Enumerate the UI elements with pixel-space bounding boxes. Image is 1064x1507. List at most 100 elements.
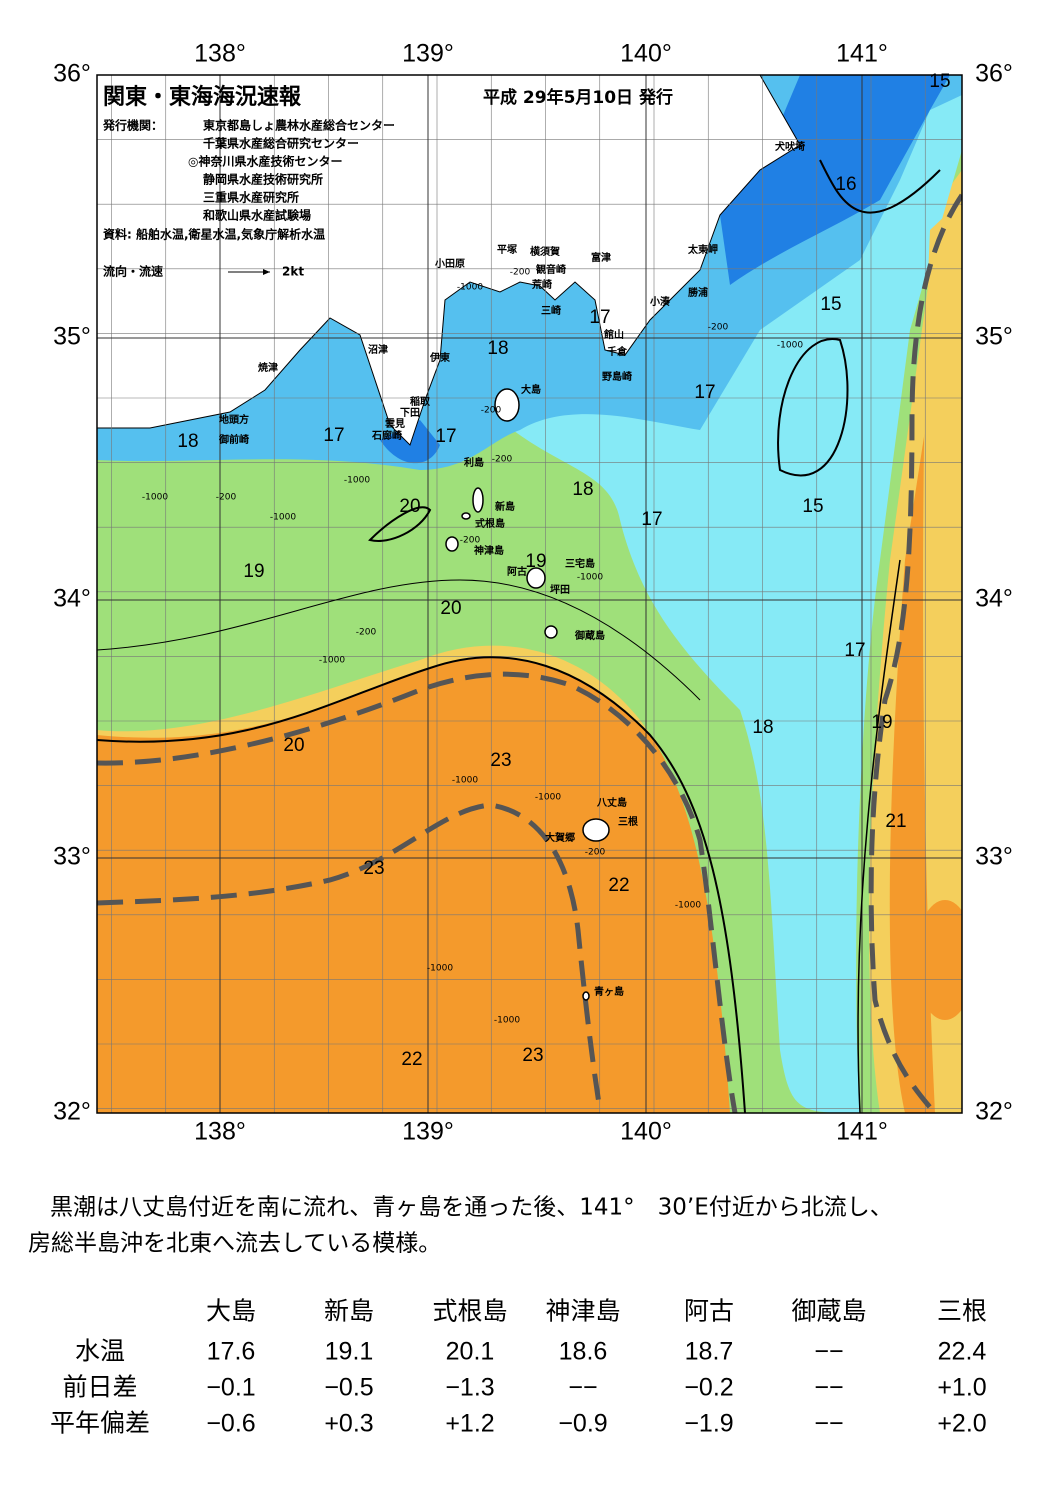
isotherm-label: 15: [802, 496, 823, 517]
longitude-label: 140°: [620, 1118, 672, 1146]
place-name: 千倉: [607, 345, 628, 358]
place-name: 式根島: [475, 517, 505, 530]
place-name: 勝浦: [688, 286, 708, 299]
place-name: 雲見: [385, 418, 405, 430]
place-name: 伊東: [429, 351, 450, 364]
isotherm-label: 15: [929, 71, 950, 92]
place-name: 神津島: [474, 544, 504, 557]
organization: 千葉県水産総合研究センター: [203, 136, 359, 151]
isotherm-label: 20: [399, 496, 420, 517]
isotherm-label: 17: [323, 425, 344, 446]
isotherm-label: 17: [844, 640, 865, 661]
longitude-label: 138°: [194, 40, 246, 68]
longitude-label: 138°: [194, 1118, 246, 1146]
place-name: 大賀郷: [545, 831, 575, 844]
longitude-label: 139°: [402, 1118, 454, 1146]
place-name: 三根: [618, 815, 638, 828]
organization: ◎神奈川県水産技術センター: [188, 154, 342, 169]
table-cell: +2.0: [937, 1410, 986, 1438]
legend-label: 流向・流速: [103, 264, 163, 279]
place-name: 太東岬: [687, 243, 718, 256]
column-header: 新島: [324, 1298, 374, 1326]
latitude-label: 36°: [975, 60, 1013, 88]
latitude-label: 33°: [975, 843, 1013, 871]
row-label: 水温: [75, 1338, 125, 1366]
depth-label: -1000: [319, 656, 345, 666]
table-cell: −1.3: [445, 1374, 494, 1402]
graticule: [97, 75, 962, 1113]
islands: [445, 388, 610, 1001]
isotherm-label: 17: [641, 509, 662, 530]
isotherm-label: 18: [572, 479, 593, 500]
map-frame: [96, 74, 963, 1114]
column-header: 御蔵島: [791, 1298, 866, 1326]
table-cell: −0.9: [558, 1410, 607, 1438]
latitude-label: 34°: [975, 585, 1013, 613]
place-name: 八丈島: [596, 796, 627, 809]
isotherm-label: 22: [608, 875, 629, 896]
latitude-label: 32°: [975, 1098, 1013, 1126]
table-cell: −0.2: [684, 1374, 733, 1402]
place-name: 館山: [603, 328, 624, 341]
organization: 三重県水産研究所: [203, 190, 299, 205]
depth-label: -200: [708, 323, 729, 333]
isotherm-label: 23: [490, 750, 511, 771]
table-cell: −−: [814, 1374, 843, 1402]
depth-label: -1000: [270, 513, 296, 523]
column-header: 阿古: [684, 1298, 734, 1326]
longitude-label: 140°: [620, 40, 672, 68]
latitude-label: 35°: [975, 323, 1013, 351]
table-cell: +1.0: [937, 1374, 986, 1402]
latitude-label: 34°: [53, 585, 91, 613]
place-name: 横須賀: [530, 245, 560, 258]
place-name: 沼津: [368, 343, 388, 356]
summary-line: 房総半島沖を北東へ流去している模様。: [28, 1231, 441, 1257]
table-cell: 19.1: [325, 1338, 374, 1366]
latitude-label: 32°: [53, 1098, 91, 1126]
place-name: 三宅島: [565, 557, 595, 570]
depth-label: -200: [460, 536, 481, 546]
isotherm-label: 20: [440, 598, 461, 619]
table-cell: −1.9: [684, 1410, 733, 1438]
place-name: 稲取: [410, 395, 431, 408]
depth-label: -1000: [452, 776, 478, 786]
table-cell: −0.5: [324, 1374, 373, 1402]
place-name: 富津: [591, 251, 611, 264]
issue-date: 平成 29年5月10日 発行: [483, 87, 673, 108]
place-name: 観音崎: [536, 263, 566, 276]
organization: 和歌山県水産試験場: [202, 208, 311, 223]
isotherm-label: 19: [871, 712, 892, 733]
place-name: 石廊崎: [371, 429, 402, 442]
table-cell: 20.1: [446, 1338, 495, 1366]
isotherm-label: 15: [820, 294, 841, 315]
place-name: 地頭方: [219, 413, 249, 426]
depth-label: -200: [216, 493, 237, 503]
place-name: 坪田: [550, 583, 570, 596]
kuroshio-axis: [97, 193, 962, 1113]
isotherms: [97, 159, 941, 1113]
table-cell: 17.6: [207, 1338, 256, 1366]
column-header: 式根島: [432, 1298, 507, 1326]
column-header: 三根: [937, 1298, 987, 1326]
depth-label: -200: [585, 848, 606, 858]
depth-label: -1000: [344, 476, 370, 486]
depth-label: -1000: [457, 283, 483, 293]
place-name: 青ヶ島: [594, 985, 624, 998]
depth-label: -200: [356, 628, 377, 638]
place-name: 新島: [495, 500, 515, 513]
place-name: 野島崎: [602, 370, 632, 383]
place-name: 三崎: [541, 304, 561, 317]
place-name: 利島: [464, 456, 484, 469]
place-name: 小田原: [434, 257, 465, 270]
legend-speed: 2kt: [282, 265, 304, 279]
isotherm-label: 19: [243, 561, 264, 582]
isotherm-label: 18: [752, 717, 773, 738]
map-title: 関東・東海海況速報: [103, 84, 302, 110]
latitude-label: 33°: [53, 843, 91, 871]
latitude-label: 36°: [53, 60, 91, 88]
table-cell: +0.3: [324, 1410, 373, 1438]
depth-label: -1000: [142, 493, 168, 503]
place-name: 下田: [400, 407, 420, 419]
isotherm-label: 16: [835, 174, 856, 195]
